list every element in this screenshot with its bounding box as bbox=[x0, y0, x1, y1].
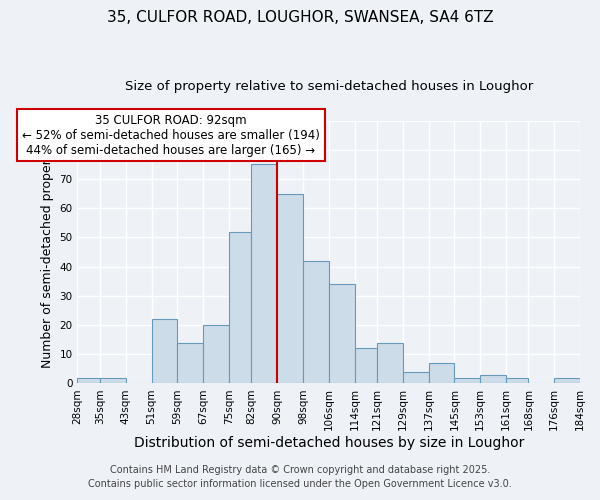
Bar bbox=[480, 374, 506, 384]
Bar bbox=[203, 325, 229, 384]
Bar bbox=[277, 194, 303, 384]
Text: 35 CULFOR ROAD: 92sqm
← 52% of semi-detached houses are smaller (194)
44% of sem: 35 CULFOR ROAD: 92sqm ← 52% of semi-deta… bbox=[22, 114, 320, 156]
Text: Contains HM Land Registry data © Crown copyright and database right 2025.
Contai: Contains HM Land Registry data © Crown c… bbox=[88, 465, 512, 489]
Bar bbox=[329, 284, 355, 384]
Bar bbox=[377, 342, 403, 384]
Bar bbox=[355, 348, 377, 384]
Bar bbox=[178, 342, 203, 384]
Bar bbox=[303, 261, 329, 384]
Bar bbox=[152, 319, 178, 384]
Bar bbox=[506, 378, 529, 384]
Bar bbox=[100, 378, 126, 384]
X-axis label: Distribution of semi-detached houses by size in Loughor: Distribution of semi-detached houses by … bbox=[134, 436, 524, 450]
Bar bbox=[428, 363, 454, 384]
Bar bbox=[403, 372, 428, 384]
Y-axis label: Number of semi-detached properties: Number of semi-detached properties bbox=[41, 136, 54, 368]
Text: 35, CULFOR ROAD, LOUGHOR, SWANSEA, SA4 6TZ: 35, CULFOR ROAD, LOUGHOR, SWANSEA, SA4 6… bbox=[107, 10, 493, 25]
Bar bbox=[251, 164, 277, 384]
Bar bbox=[454, 378, 480, 384]
Bar bbox=[77, 378, 100, 384]
Title: Size of property relative to semi-detached houses in Loughor: Size of property relative to semi-detach… bbox=[125, 80, 533, 93]
Bar bbox=[229, 232, 251, 384]
Bar bbox=[554, 378, 580, 384]
